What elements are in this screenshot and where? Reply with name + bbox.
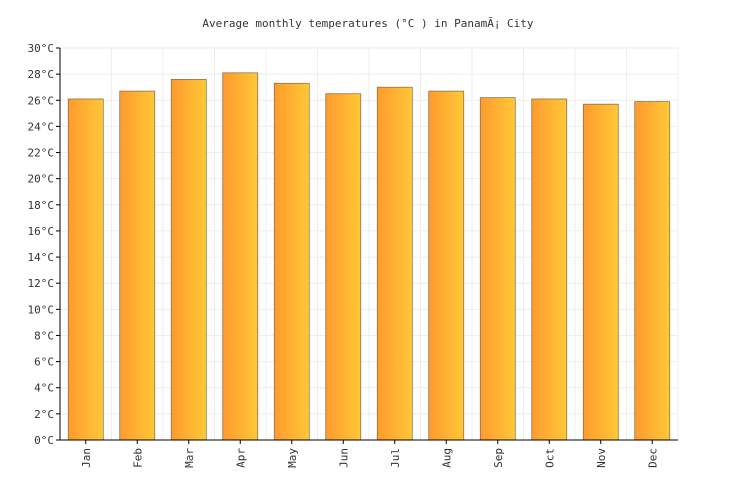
x-tick-label: Apr: [234, 448, 247, 468]
x-tick-label: May: [286, 448, 299, 468]
y-tick-label: 6°C: [34, 356, 54, 369]
x-tick-label: Jan: [80, 448, 93, 468]
x-tick-label: Sep: [492, 448, 505, 468]
bar-apr: [222, 72, 259, 441]
y-tick-label: 0°C: [34, 434, 54, 447]
y-tick-label: 10°C: [28, 303, 55, 316]
y-tick-label: 28°C: [28, 68, 55, 81]
x-tick-label: Jul: [389, 448, 402, 468]
y-tick-label: 16°C: [28, 225, 55, 238]
x-tick-label: Nov: [595, 448, 608, 468]
bar-nov: [582, 103, 619, 441]
bar-jul: [376, 86, 413, 441]
bar-jan: [67, 98, 104, 441]
y-tick-label: 8°C: [34, 329, 54, 342]
bar-jun: [325, 93, 362, 441]
x-axis-ticks: Jan Feb Mar Apr May Jun Jul Aug Sep Oct Nov Dec: [80, 440, 659, 468]
x-tick-label: Oct: [543, 448, 556, 468]
bar-aug: [428, 90, 465, 441]
y-tick-label: 12°C: [28, 277, 55, 290]
bar-dec: [634, 101, 671, 441]
y-tick-label: 18°C: [28, 199, 55, 212]
y-axis-ticks: 0°C 2°C 4°C 6°C 8°C 10°C 12°C 14°C 16°C 18°C 20°C 2…: [28, 42, 60, 447]
bar-sep: [479, 97, 516, 441]
y-tick-label: 20°C: [28, 173, 55, 186]
chart-title: Average monthly temperatures (°C ) in Pa…: [202, 17, 534, 30]
axes: [59, 48, 678, 441]
x-tick-label: Aug: [440, 448, 453, 468]
x-tick-label: Feb: [131, 448, 144, 468]
y-tick-label: 14°C: [28, 251, 55, 264]
y-tick-label: 2°C: [34, 408, 54, 421]
bar-oct: [531, 98, 568, 441]
y-tick-label: 24°C: [28, 120, 55, 133]
bar-may: [273, 82, 310, 441]
x-tick-label: Mar: [183, 448, 196, 468]
bar-feb: [119, 90, 156, 441]
bar-mar: [170, 79, 207, 441]
y-tick-label: 22°C: [28, 147, 55, 160]
bars: [67, 72, 671, 441]
x-tick-label: Dec: [646, 448, 659, 468]
y-tick-label: 26°C: [28, 94, 55, 107]
x-tick-label: Jun: [337, 448, 350, 468]
y-tick-label: 30°C: [28, 42, 55, 55]
y-tick-label: 4°C: [34, 382, 54, 395]
